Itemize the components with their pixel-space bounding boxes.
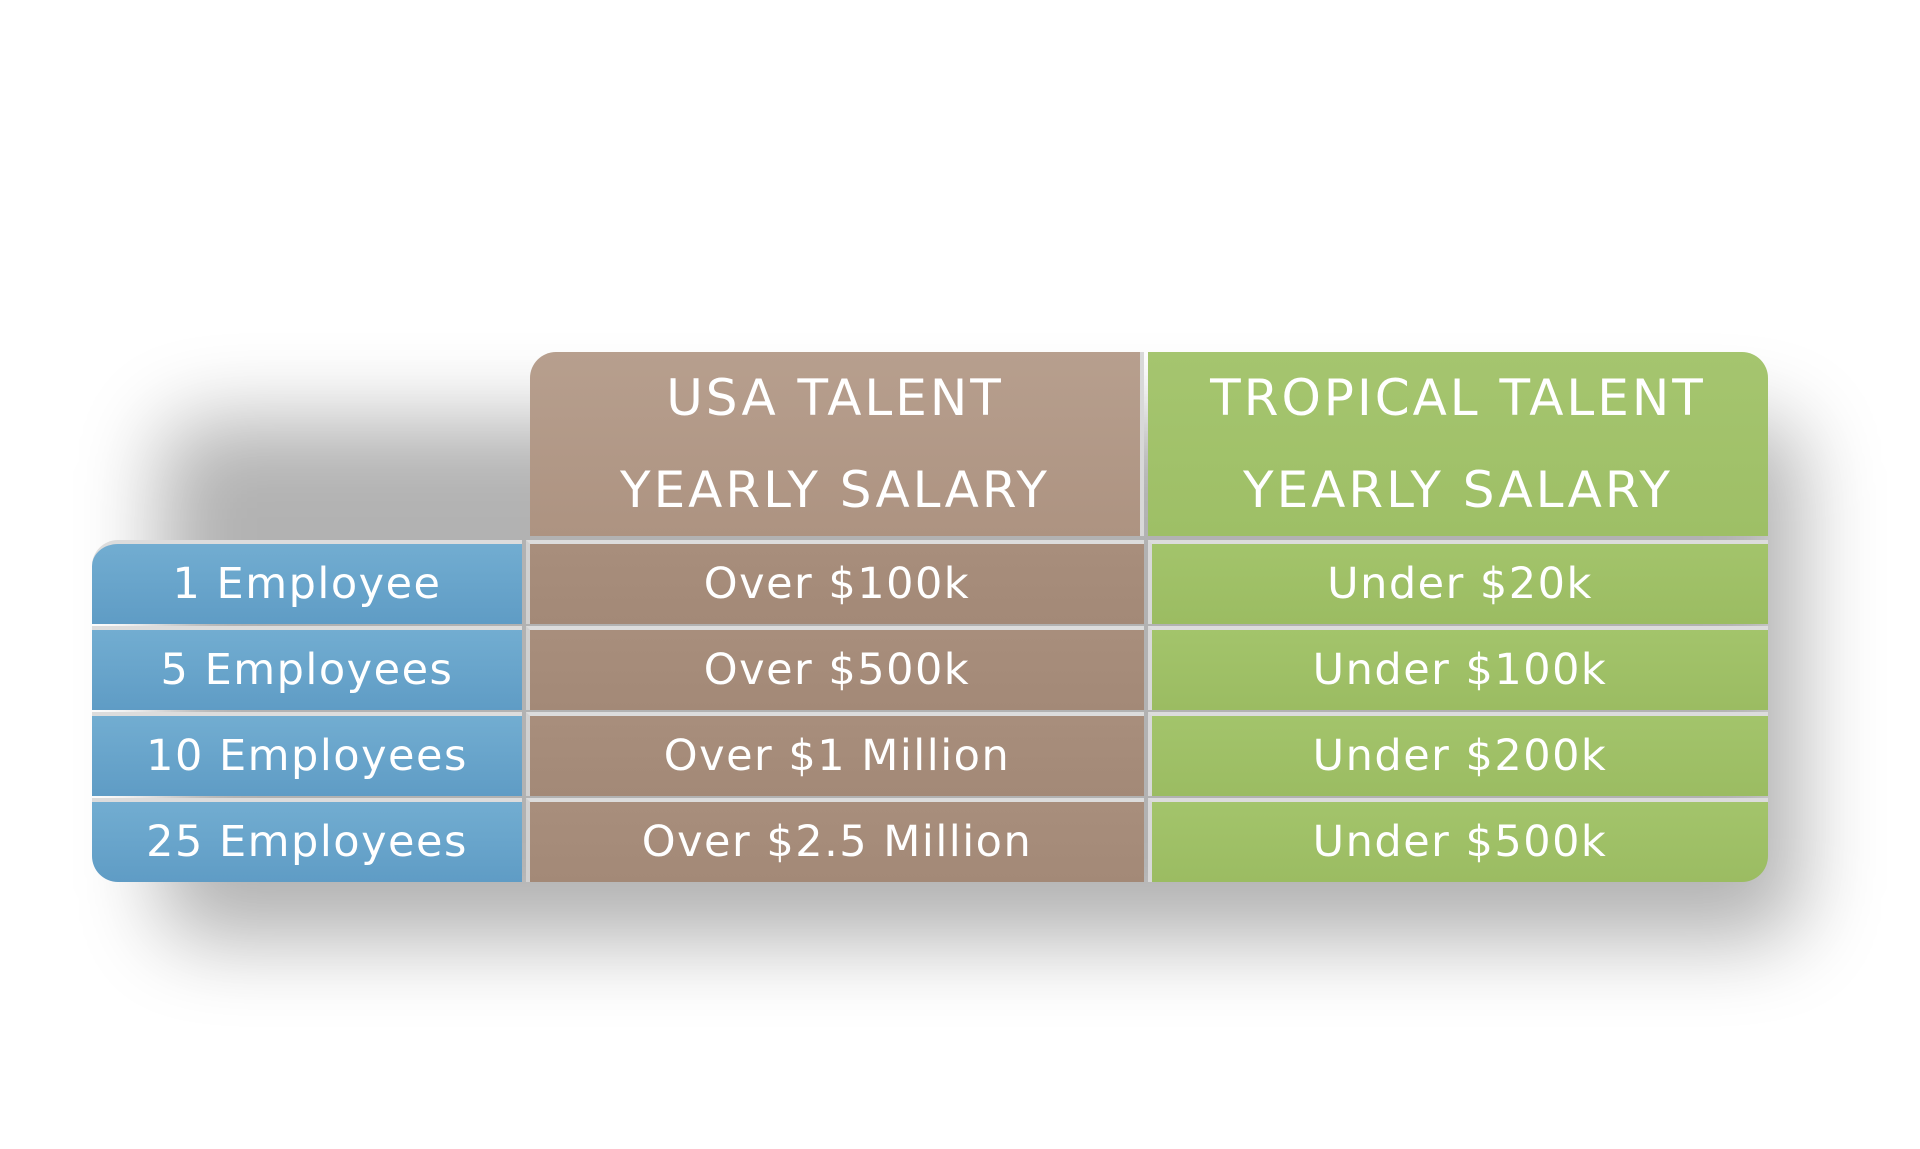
usa-salary-5-employees: Over $500k [526,626,1144,710]
row-label-10-employees: 10 Employees [92,712,522,796]
tropical-salary-25-employees: Under $500k [1148,798,1768,882]
header-usa-line2: YEARLY SALARY [620,461,1050,519]
salary-comparison-table: USA TALENT YEARLY SALARY TROPICAL TALENT… [92,352,1768,882]
row-label-25-employees: 25 Employees [92,798,522,882]
tropical-salary-1-employee: Under $20k [1148,540,1768,624]
header-tropical-line1: TROPICAL TALENT [1210,369,1706,427]
tropical-salary-5-employees: Under $100k [1148,626,1768,710]
header-usa-line1: USA TALENT [666,369,1004,427]
usa-salary-10-employees: Over $1 Million [526,712,1144,796]
row-label-5-employees: 5 Employees [92,626,522,710]
header-tropical-talent: TROPICAL TALENT YEARLY SALARY [1148,352,1768,536]
row-label-1-employee: 1 Employee [92,540,522,624]
header-usa-talent: USA TALENT YEARLY SALARY [530,352,1144,536]
usa-salary-25-employees: Over $2.5 Million [526,798,1144,882]
tropical-salary-10-employees: Under $200k [1148,712,1768,796]
header-tropical-line2: YEARLY SALARY [1243,461,1673,519]
usa-salary-1-employee: Over $100k [526,540,1144,624]
